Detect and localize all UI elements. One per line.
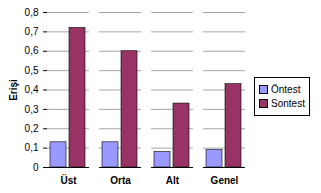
html-text:Sontest: Sontest	[271, 98, 305, 109]
svg-text:0,2: 0,2	[25, 123, 39, 134]
svg-text:Erişi: Erişi	[8, 79, 19, 101]
svg-text:Genel: Genel	[211, 175, 239, 186]
svg-text:0,3: 0,3	[25, 104, 39, 115]
svg-text:Alt: Alt	[166, 175, 180, 186]
svg-text:0,7: 0,7	[25, 26, 39, 37]
html-text:Öntest: Öntest	[271, 84, 301, 95]
svg-text:Üst: Üst	[60, 174, 77, 186]
svg-text:0: 0	[33, 162, 39, 173]
svg-text:0,8: 0,8	[25, 7, 39, 18]
svg-text:0,6: 0,6	[25, 45, 39, 56]
svg-text:0,1: 0,1	[25, 142, 39, 153]
svg-text:0,4: 0,4	[25, 84, 39, 95]
svg-text:0,5: 0,5	[25, 65, 39, 76]
svg-text:Orta: Orta	[110, 175, 131, 186]
